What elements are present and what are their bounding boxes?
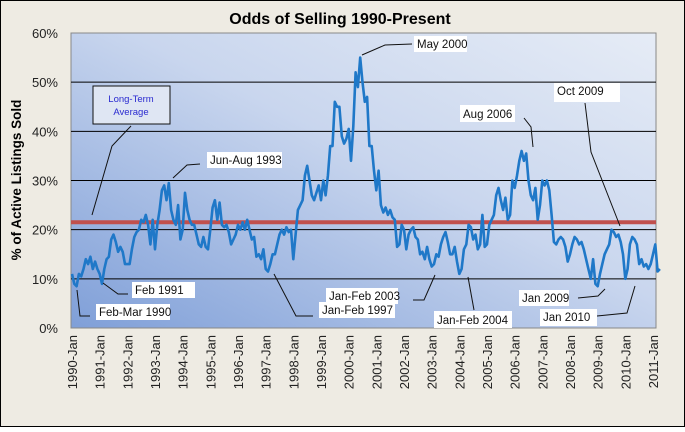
leader-line-1997 <box>273 273 313 317</box>
x-tick-label: 2011-Jan <box>646 335 661 388</box>
x-tick-label: 2005-Jan <box>480 335 495 389</box>
annotation-feb-1991: Feb 1991 <box>132 282 195 298</box>
leader-line-1993 <box>172 163 201 179</box>
x-axis-ticks: 1990-Jan 1991-Jan 1992-Jan 1993-Jan 1994-Jan… <box>65 335 661 389</box>
x-tick-label: 1991-Jan <box>93 335 108 389</box>
annotation-text: Aug 2006 <box>463 109 512 121</box>
x-tick-label: 2004-Jan <box>452 335 467 389</box>
y-tick-label: 20% <box>32 223 58 238</box>
annotation-text: Feb-Mar 1990 <box>99 307 171 319</box>
x-tick-label: 1999-Jan <box>314 335 329 389</box>
annotations <box>76 43 636 317</box>
leader-line-jan-2010 <box>596 285 636 317</box>
y-tick-label: 50% <box>32 75 58 90</box>
y-axis-ticks: 0% 10% 20% 30% 40% 50% 60% <box>32 26 58 336</box>
annotation-jan-2009: Jan 2009 <box>519 290 569 306</box>
x-tick-label: 2006-Jan <box>508 335 523 389</box>
leader-line-2000 <box>361 43 413 56</box>
x-tick-label: 1996-Jan <box>231 335 246 389</box>
annotation-text: Jan-Feb 1997 <box>322 305 393 317</box>
annotation-text: Jan-Feb 2004 <box>437 315 509 327</box>
annotation-feb-mar-1990: Feb-Mar 1990 <box>96 304 171 320</box>
series-group <box>70 56 661 288</box>
annotation-text: Jan 2010 <box>543 312 590 324</box>
x-tick-label: 1994-Jan <box>176 335 191 389</box>
chart-title: Odds of Selling 1990-Present <box>229 11 451 28</box>
x-tick-label: 1990-Jan <box>65 335 80 389</box>
annotation-jan-feb-2004: Jan-Feb 2004 <box>434 311 512 328</box>
y-tick-label: 40% <box>32 124 58 139</box>
annotation-text: Feb 1991 <box>135 285 184 297</box>
x-tick-label: 1993-Jan <box>148 335 163 389</box>
x-tick-label: 1998-Jan <box>286 335 301 389</box>
y-tick-label: 30% <box>32 174 58 189</box>
annotation-text: Jan-Feb 2003 <box>329 291 400 303</box>
y-tick-label: 10% <box>32 272 58 287</box>
annotation-jan-2010: Jan 2010 <box>540 309 597 326</box>
x-tick-label: 1995-Jan <box>203 335 218 389</box>
x-tick-label: 1997-Jan <box>259 335 274 389</box>
leader-line-oct-2009 <box>584 102 621 227</box>
annotation-jun-aug-1993: Jun-Aug 1993 <box>207 152 282 168</box>
annotation-oct-2009: Oct 2009 <box>554 83 620 102</box>
x-tick-label: 2009-Jan <box>591 335 606 389</box>
x-tick-label: 2001-Jan <box>369 335 384 389</box>
annotation-text: Oct 2009 <box>557 86 604 98</box>
avg-label-line2: Average <box>113 107 148 118</box>
x-tick-label: 2000-Jan <box>342 335 357 389</box>
x-tick-label: 2007-Jan <box>535 335 550 389</box>
annotation-long-term-average: Long-Term Average <box>92 85 171 125</box>
annotation-aug-2006: Aug 2006 <box>460 105 515 122</box>
annotation-text: Jan 2009 <box>522 293 569 305</box>
leader-line-2004 <box>467 276 475 311</box>
annotation-jan-feb-1997: Jan-Feb 1997 <box>319 302 395 318</box>
series-line <box>70 56 661 288</box>
leader-line-average <box>91 125 132 216</box>
annotation-text: May 2000 <box>417 39 468 51</box>
x-tick-label: 2003-Jan <box>425 335 440 389</box>
x-tick-label: 2008-Jan <box>563 335 578 389</box>
avg-label-line1: Long-Term <box>108 94 153 105</box>
leader-line-feb-1991 <box>102 282 128 295</box>
annotation-may-2000: May 2000 <box>414 36 468 52</box>
x-tick-label: 1992-Jan <box>120 335 135 389</box>
annotation-text: Jun-Aug 1993 <box>210 155 282 167</box>
leader-line-2003 <box>413 274 436 301</box>
annotation-jan-feb-2003: Jan-Feb 2003 <box>326 288 400 304</box>
x-tick-label: 2002-Jan <box>397 335 412 389</box>
y-axis-label: % of Active Listings Sold <box>9 100 24 261</box>
y-tick-label: 0% <box>39 321 58 336</box>
leader-line-jan-2009 <box>577 288 606 299</box>
y-tick-label: 60% <box>32 26 58 41</box>
x-tick-label: 2010-Jan <box>618 335 633 389</box>
leader-line-feb-mar-1990 <box>76 289 90 317</box>
leader-line-2006 <box>523 117 534 148</box>
